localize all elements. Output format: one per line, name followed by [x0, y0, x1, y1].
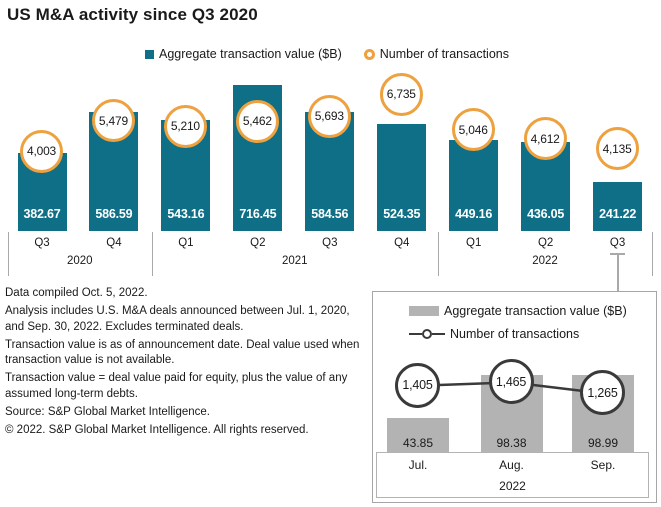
transactions-circle: 5,210 [163, 104, 207, 148]
quarter-label: Q1 [466, 237, 482, 249]
legend-value-label: Aggregate transaction value ($B) [159, 47, 342, 61]
inset-chart-panel: Aggregate transaction value ($B) Number … [372, 291, 657, 503]
footnotes: Data compiled Oct. 5, 2022. Analysis incl… [5, 286, 363, 441]
transactions-circle: 4,003 [20, 129, 63, 173]
year-label: 2020 [66, 255, 93, 267]
bar-value-label: 586.59 [95, 207, 133, 221]
footnote-line: Transaction value = deal value paid for … [5, 372, 348, 401]
legend-transactions-label: Number of transactions [379, 47, 509, 61]
main-legend: Aggregate transaction value ($B) Number … [145, 47, 509, 61]
inset-bar-value-label: 43.85 [402, 436, 434, 450]
footnote-line: Source: S&P Global Market Intelligence. [5, 406, 210, 419]
axis-separator-line [438, 232, 439, 276]
transactions-circle: 5,693 [307, 94, 351, 138]
gray-bar-swatch-icon [409, 306, 439, 316]
callout-stem-line [616, 253, 619, 292]
quarter-label: Q3 [34, 237, 50, 249]
inset-transactions-circle: 1,265 [580, 370, 625, 416]
axis-separator-line [8, 232, 9, 276]
transactions-circle: 5,479 [91, 99, 135, 143]
ring-swatch-icon [363, 48, 375, 60]
bar-value-label: 449.16 [455, 207, 493, 221]
transactions-circle: 5,046 [451, 108, 495, 152]
bar-value-label: 524.35 [383, 207, 421, 221]
bar-value-label: 241.22 [599, 207, 637, 221]
transactions-circle: 4,135 [595, 127, 639, 171]
value-bar [449, 139, 499, 231]
transactions-circle: 5,462 [235, 99, 279, 143]
legend-item-value: Aggregate transaction value ($B) [145, 47, 342, 61]
inset-legend: Aggregate transaction value ($B) Number … [409, 304, 627, 350]
footnote-line: Transaction value is as of announcement … [5, 338, 360, 367]
month-label: Jul. [408, 458, 428, 472]
inset-value-bar [387, 417, 449, 452]
transactions-circle: 6,735 [379, 72, 423, 116]
bar-swatch-icon [145, 49, 154, 59]
inset-bar-value-label: 98.38 [496, 436, 527, 450]
quarter-label: Q2 [537, 237, 554, 249]
line-marker-swatch-icon [409, 329, 445, 339]
year-label: 2022 [532, 255, 558, 267]
inset-transactions-circle: 1,405 [395, 362, 440, 408]
bar-value-label: 584.56 [311, 207, 349, 221]
legend-item-transactions: Number of transactions [363, 47, 509, 61]
quarter-label: Q3 [609, 237, 626, 249]
year-label: 2021 [281, 255, 308, 267]
inset-bar-value-label: 98.99 [587, 436, 619, 450]
month-label: Aug. [499, 458, 524, 472]
bar-value-label: 543.16 [167, 207, 205, 221]
quarter-label: Q4 [394, 237, 410, 249]
inset-axis-box [376, 452, 649, 498]
month-label: Sep. [590, 458, 616, 472]
footnote-line: © 2022. S&P Global Market Intelligence. … [5, 424, 309, 437]
inset-legend-item-value: Aggregate transaction value ($B) [409, 304, 627, 318]
axis-separator-line [652, 232, 653, 276]
bar-value-label: 436.05 [527, 207, 565, 221]
inset-year-label: 2022 [499, 479, 526, 493]
value-bar [593, 181, 643, 231]
axis-separator-line [151, 232, 153, 276]
page-title: US M&A activity since Q3 2020 [7, 5, 258, 24]
inset-legend-item-transactions: Number of transactions [409, 327, 627, 341]
inset-legend-value-label: Aggregate transaction value ($B) [444, 304, 627, 318]
quarter-label: Q3 [322, 237, 338, 249]
value-bar [377, 124, 427, 231]
transactions-circle: 4,612 [523, 117, 567, 161]
quarter-label: Q2 [250, 237, 266, 249]
footnote-line: Analysis includes U.S. M&A deals announc… [5, 305, 350, 333]
footnote-line: Data compiled Oct. 5, 2022. [5, 287, 148, 299]
quarter-label: Q1 [178, 237, 194, 249]
inset-transactions-circle: 1,465 [488, 359, 534, 405]
bar-value-label: 716.45 [239, 207, 277, 221]
inset-legend-transactions-label: Number of transactions [450, 327, 580, 341]
quarter-label: Q4 [106, 237, 122, 249]
bar-value-label: 382.67 [23, 207, 61, 221]
